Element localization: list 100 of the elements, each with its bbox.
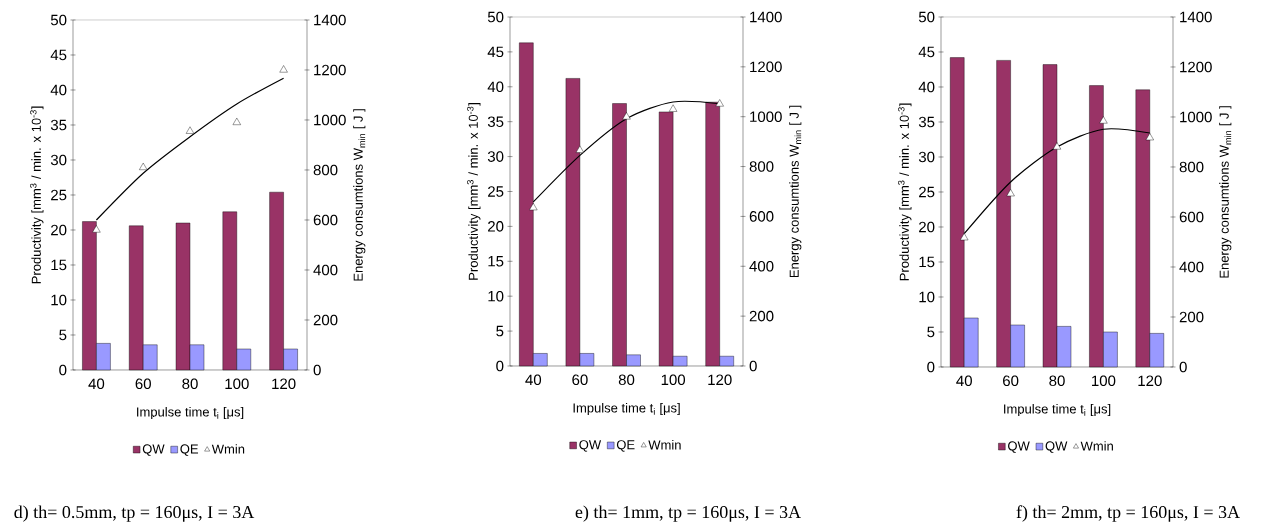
y-axis-title: Productivity [mm$^{3}$ / min. x 10$^{-3}$] bbox=[467, 103, 481, 280]
x-tick-label: 80 bbox=[1049, 375, 1065, 387]
y2-tick-label: 200 bbox=[1179, 311, 1204, 323]
legend-label: QW bbox=[579, 440, 602, 452]
y2-tick-label: 0 bbox=[1179, 361, 1187, 373]
y-tick-label: 20 bbox=[51, 224, 67, 236]
y-axis-title: Productivity [mm$^{3}$ / min. x 10$^{-3}$] bbox=[898, 103, 912, 281]
y2-tick-label: 400 bbox=[749, 260, 774, 272]
legend-label: QE bbox=[616, 440, 635, 452]
x-tick-label: 60 bbox=[572, 374, 588, 386]
x-tick-label: 40 bbox=[88, 378, 105, 390]
y-tick-label: 25 bbox=[919, 186, 935, 198]
y-tick-label: 0 bbox=[59, 364, 67, 376]
y-tick-label: 40 bbox=[487, 81, 504, 93]
y-tick-label: 50 bbox=[50, 14, 67, 26]
y2-tick-label: 600 bbox=[749, 211, 774, 222]
y2-tick-label: 800 bbox=[313, 164, 338, 176]
x-tick-label: 100 bbox=[1092, 375, 1116, 387]
x-tick-label: 40 bbox=[525, 374, 542, 386]
point bbox=[1099, 116, 1108, 124]
y2-tick-label: 1000 bbox=[750, 111, 782, 122]
y2-tick-label: 1200 bbox=[1180, 61, 1212, 73]
point bbox=[575, 145, 585, 153]
legend-label: Wmin bbox=[1080, 441, 1113, 451]
y-tick-label: 40 bbox=[50, 84, 67, 96]
legend-label: Wmin bbox=[648, 439, 681, 450]
y-tick-label: 40 bbox=[918, 81, 935, 93]
y2-tick-label: 1400 bbox=[1180, 11, 1212, 23]
y-tick-label: 30 bbox=[487, 151, 504, 162]
x-tick-label: 60 bbox=[1003, 375, 1019, 387]
y-tick-label: 5 bbox=[59, 329, 67, 341]
point bbox=[1052, 142, 1062, 150]
y2-axis-title: Energy consumtions W$_{min}$ [ J ] bbox=[789, 105, 802, 278]
y-tick-label: 35 bbox=[487, 116, 504, 127]
y-tick-label: 0 bbox=[496, 360, 504, 372]
x-tick-label: 120 bbox=[1138, 375, 1162, 387]
y-tick-label: 30 bbox=[918, 151, 935, 163]
point bbox=[1006, 189, 1015, 197]
x-tick-label: 80 bbox=[182, 378, 198, 390]
y-tick-label: 20 bbox=[919, 221, 935, 233]
y2-tick-label: 1200 bbox=[314, 64, 346, 76]
y-tick-label: 50 bbox=[487, 11, 504, 23]
y-tick-label: 45 bbox=[487, 46, 504, 58]
legend-label: QW bbox=[1045, 441, 1068, 453]
y2-tick-label: 200 bbox=[313, 314, 338, 326]
point bbox=[232, 117, 241, 125]
y-tick-label: 25 bbox=[488, 186, 504, 197]
point bbox=[279, 65, 288, 73]
point bbox=[715, 99, 724, 107]
legend-label: Wmin bbox=[211, 444, 245, 454]
y2-axis-title: Energy consumtions W$_{min}$ [ J ] bbox=[1219, 106, 1232, 278]
y-tick-label: 20 bbox=[488, 221, 504, 232]
x-tick-label: 80 bbox=[618, 374, 635, 386]
y-tick-label: 15 bbox=[51, 259, 67, 271]
y-tick-label: 0 bbox=[927, 361, 935, 373]
point bbox=[622, 112, 631, 120]
y-tick-label: 45 bbox=[918, 46, 935, 58]
y-tick-label: 35 bbox=[50, 119, 67, 131]
x-tick-label: 100 bbox=[225, 378, 249, 390]
point bbox=[669, 104, 678, 112]
y2-tick-label: 0 bbox=[749, 360, 757, 372]
y-tick-label: 10 bbox=[488, 290, 504, 302]
point bbox=[960, 233, 969, 241]
y2-tick-label: 800 bbox=[749, 161, 774, 172]
x-tick-label: 120 bbox=[272, 378, 296, 390]
y2-tick-label: 600 bbox=[1179, 211, 1204, 223]
y-tick-label: 50 bbox=[918, 11, 935, 23]
y2-tick-label: 800 bbox=[1179, 161, 1204, 173]
text: e) th= 1mm, tp = 160μs, I = 3A bbox=[575, 505, 801, 522]
y-tick-label: 10 bbox=[51, 294, 67, 306]
y-tick-label: 5 bbox=[927, 326, 935, 338]
x-axis-title: Impulse time t$_{i}$ [μs] bbox=[137, 406, 244, 420]
y-tick-label: 25 bbox=[51, 189, 67, 201]
x-tick-label: 120 bbox=[708, 374, 732, 386]
text: d) th= 0.5mm, tp = 160μs, I = 3A bbox=[14, 505, 255, 522]
y2-tick-label: 600 bbox=[313, 214, 338, 226]
y-tick-label: 35 bbox=[918, 116, 935, 128]
y-tick-label: 15 bbox=[919, 256, 935, 268]
x-tick-label: 40 bbox=[956, 375, 972, 387]
y2-tick-label: 1000 bbox=[314, 114, 346, 126]
x-axis-title: Impulse time t$_{i}$ [μs] bbox=[1004, 403, 1111, 417]
point bbox=[92, 225, 101, 233]
y2-axis-title: Energy consumtions W$_{min}$ [ J ] bbox=[353, 109, 366, 281]
x-tick-label: 100 bbox=[661, 374, 686, 386]
y-tick-label: 15 bbox=[488, 256, 504, 267]
y2-tick-label: 1200 bbox=[750, 61, 782, 73]
text: f) th= 2mm, tp = 160μs, I = 3A bbox=[1016, 505, 1240, 522]
y2-tick-label: 200 bbox=[749, 310, 774, 322]
y-axis-title: Productivity [mm$^{3}$ / min. x 10$^{-3}$] bbox=[30, 106, 44, 284]
y-tick-label: 45 bbox=[50, 49, 67, 61]
point bbox=[1145, 133, 1154, 141]
y2-tick-label: 400 bbox=[1179, 261, 1204, 273]
y2-tick-label: 1000 bbox=[1180, 111, 1212, 123]
y2-tick-label: 1400 bbox=[750, 11, 782, 23]
legend-label: QW bbox=[1008, 441, 1030, 453]
y-tick-label: 30 bbox=[50, 154, 67, 166]
point bbox=[139, 162, 148, 170]
point bbox=[529, 202, 538, 211]
y-tick-label: 5 bbox=[496, 325, 504, 337]
y-tick-label: 10 bbox=[919, 291, 935, 303]
